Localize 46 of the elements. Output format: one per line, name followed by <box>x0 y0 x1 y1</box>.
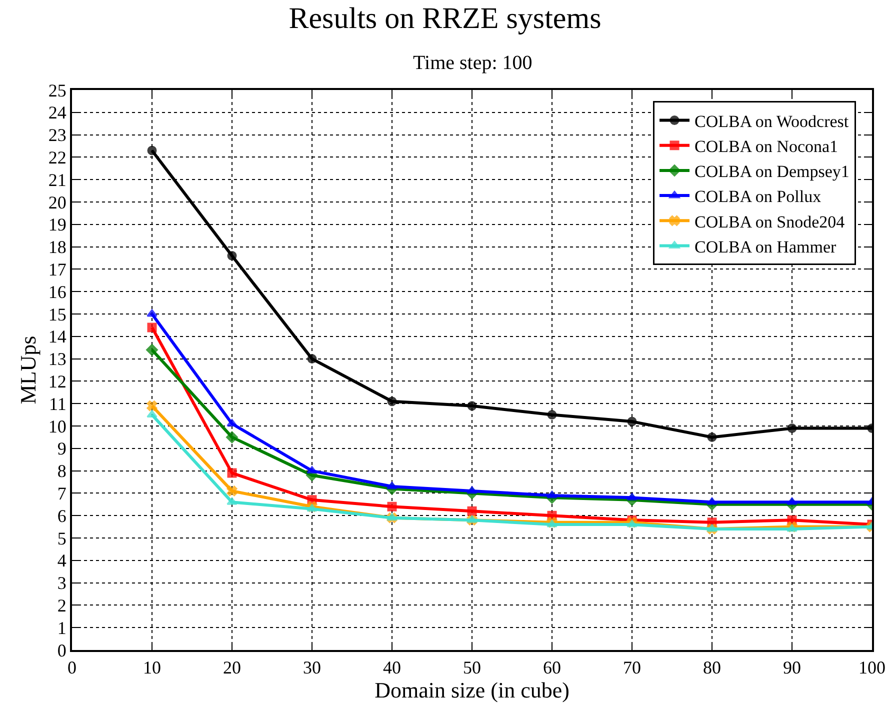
y-tick-label: 0 <box>57 640 66 660</box>
chart-subtitle: Time step: 100 <box>413 52 532 74</box>
y-tick-label: 16 <box>48 282 66 302</box>
x-tick-label: 60 <box>543 658 561 678</box>
y-tick-label: 24 <box>48 102 66 123</box>
legend-label: COLBA on Nocona1 <box>694 136 838 156</box>
legend-label: COLBA on Pollux <box>694 187 822 206</box>
x-tick-label: 90 <box>783 658 801 678</box>
y-tick-label: 23 <box>48 125 66 146</box>
y-tick-label: 5 <box>57 528 66 548</box>
x-tick-label: 80 <box>703 658 721 678</box>
x-tick-label: 40 <box>383 658 401 678</box>
y-tick-label: 8 <box>57 461 66 482</box>
y-tick-label: 9 <box>57 438 66 459</box>
y-tick-label: 7 <box>57 484 66 504</box>
y-tick-label: 6 <box>57 506 66 526</box>
legend-label: COLBA on Woodcrest <box>694 112 849 131</box>
y-tick-label: 14 <box>48 326 66 347</box>
x-tick-label: 20 <box>223 658 241 678</box>
y-tick-label: 3 <box>57 573 66 594</box>
legend-label: COLBA on Hammer <box>694 237 836 256</box>
y-tick-label: 4 <box>57 550 66 571</box>
y-tick-label: 15 <box>48 304 66 324</box>
chart-title: Results on RRZE systems <box>288 2 602 36</box>
y-tick-label: 2 <box>57 596 66 616</box>
x-tick-label: 30 <box>303 658 321 678</box>
y-tick-label: 18 <box>48 237 66 258</box>
y-tick-label: 13 <box>48 349 66 370</box>
y-tick-label: 25 <box>48 80 66 100</box>
legend-label: COLBA on Snode204 <box>694 212 846 232</box>
x-tick-label: 50 <box>463 658 481 678</box>
y-tick-label: 20 <box>48 192 66 212</box>
y-tick-label: 21 <box>48 170 66 190</box>
x-tick-label: 10 <box>143 658 161 678</box>
y-axis-title: MLUps <box>16 336 41 404</box>
x-tick-label: 100 <box>858 658 886 678</box>
y-tick-label: 19 <box>48 214 66 235</box>
x-tick-label: 70 <box>623 658 641 678</box>
x-axis-title: Domain size (in cube) <box>374 678 570 703</box>
y-tick-label: 12 <box>48 372 66 392</box>
y-tick-label: 11 <box>49 394 66 414</box>
legend-label: COLBA on Dempsey1 <box>694 162 850 182</box>
y-tick-label: 10 <box>48 416 66 436</box>
y-tick-label: 1 <box>57 618 66 638</box>
y-tick-label: 17 <box>48 260 66 280</box>
y-tick-label: 22 <box>48 148 66 168</box>
